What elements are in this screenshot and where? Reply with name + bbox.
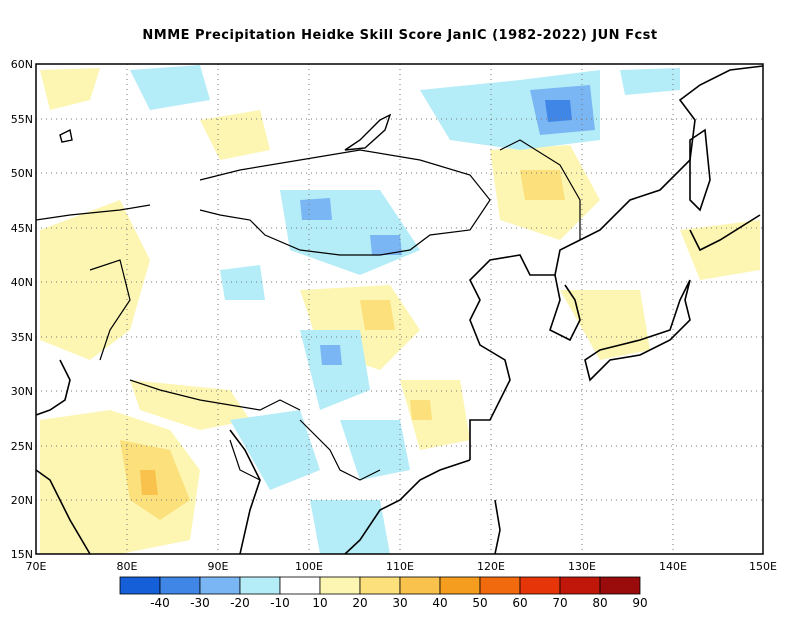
- lat-tick: 50N: [11, 167, 33, 180]
- map-title: NMME Precipitation Heidke Skill Score Ja…: [142, 28, 658, 43]
- colorbar-label: 70: [552, 596, 567, 610]
- colorbar-swatch: [439, 576, 481, 595]
- gridlines: [36, 64, 763, 554]
- colorbar-label: -30: [190, 596, 210, 610]
- lat-tick: 35N: [11, 331, 33, 344]
- lat-tick: 25N: [11, 440, 33, 453]
- lakes: [59, 113, 392, 151]
- colorbar-label: -20: [230, 596, 250, 610]
- colorbar-swatch: [159, 576, 201, 595]
- colorbar-swatch: [559, 576, 601, 595]
- lat-tick: 60N: [11, 58, 33, 71]
- colorbar-swatch: [319, 576, 361, 595]
- lon-tick: 70E: [26, 560, 47, 573]
- colorbar-label: 80: [592, 596, 607, 610]
- political-borders: [35, 139, 581, 481]
- colorbar-swatch: [359, 576, 401, 595]
- colorbar-swatch: [399, 576, 441, 595]
- colorbar-label: 10: [312, 596, 327, 610]
- lat-tick: 15N: [11, 548, 33, 561]
- lon-tick: 110E: [386, 560, 414, 573]
- colorbar-swatch: [199, 576, 241, 595]
- colorbar-label: 60: [512, 596, 527, 610]
- lat-tick-labels: 15N 20N 25N 30N 35N 40N 45N 50N 55N 60N: [11, 58, 33, 561]
- lat-tick: 40N: [11, 276, 33, 289]
- lon-tick: 80E: [117, 560, 138, 573]
- colorbar-swatch: [599, 576, 641, 595]
- lon-tick: 140E: [659, 560, 687, 573]
- coastlines: [35, 65, 764, 555]
- colorbar-label: 90: [632, 596, 647, 610]
- colorbar-swatch: [119, 576, 161, 595]
- colorbar-swatch: [519, 576, 561, 595]
- colorbar-label: 40: [432, 596, 447, 610]
- map-frame: [35, 63, 764, 555]
- colorbar-swatch: [239, 576, 281, 595]
- colorbar-label: 50: [472, 596, 487, 610]
- lon-tick-labels: 70E 80E 90E 100E 110E 120E 130E 140E 150…: [26, 560, 777, 573]
- colorbar-label: 20: [352, 596, 367, 610]
- colorbar-swatch: [279, 576, 321, 595]
- lon-tick: 120E: [477, 560, 505, 573]
- colorbar-swatch: [479, 576, 521, 595]
- colorbar-label: -40: [150, 596, 170, 610]
- lat-tick: 55N: [11, 113, 33, 126]
- colorbar-label: -10: [270, 596, 290, 610]
- colorbar-label: 30: [392, 596, 407, 610]
- skill-shading: [40, 65, 760, 554]
- lon-tick: 130E: [568, 560, 596, 573]
- lon-tick: 100E: [295, 560, 323, 573]
- lat-tick: 20N: [11, 494, 33, 507]
- colorbar: -40 -30 -20 -10 10 20 30 40 50 60 70 80 90: [119, 576, 648, 610]
- lat-tick: 45N: [11, 222, 33, 235]
- lat-tick: 30N: [11, 385, 33, 398]
- lon-tick: 150E: [749, 560, 777, 573]
- lon-tick: 90E: [208, 560, 229, 573]
